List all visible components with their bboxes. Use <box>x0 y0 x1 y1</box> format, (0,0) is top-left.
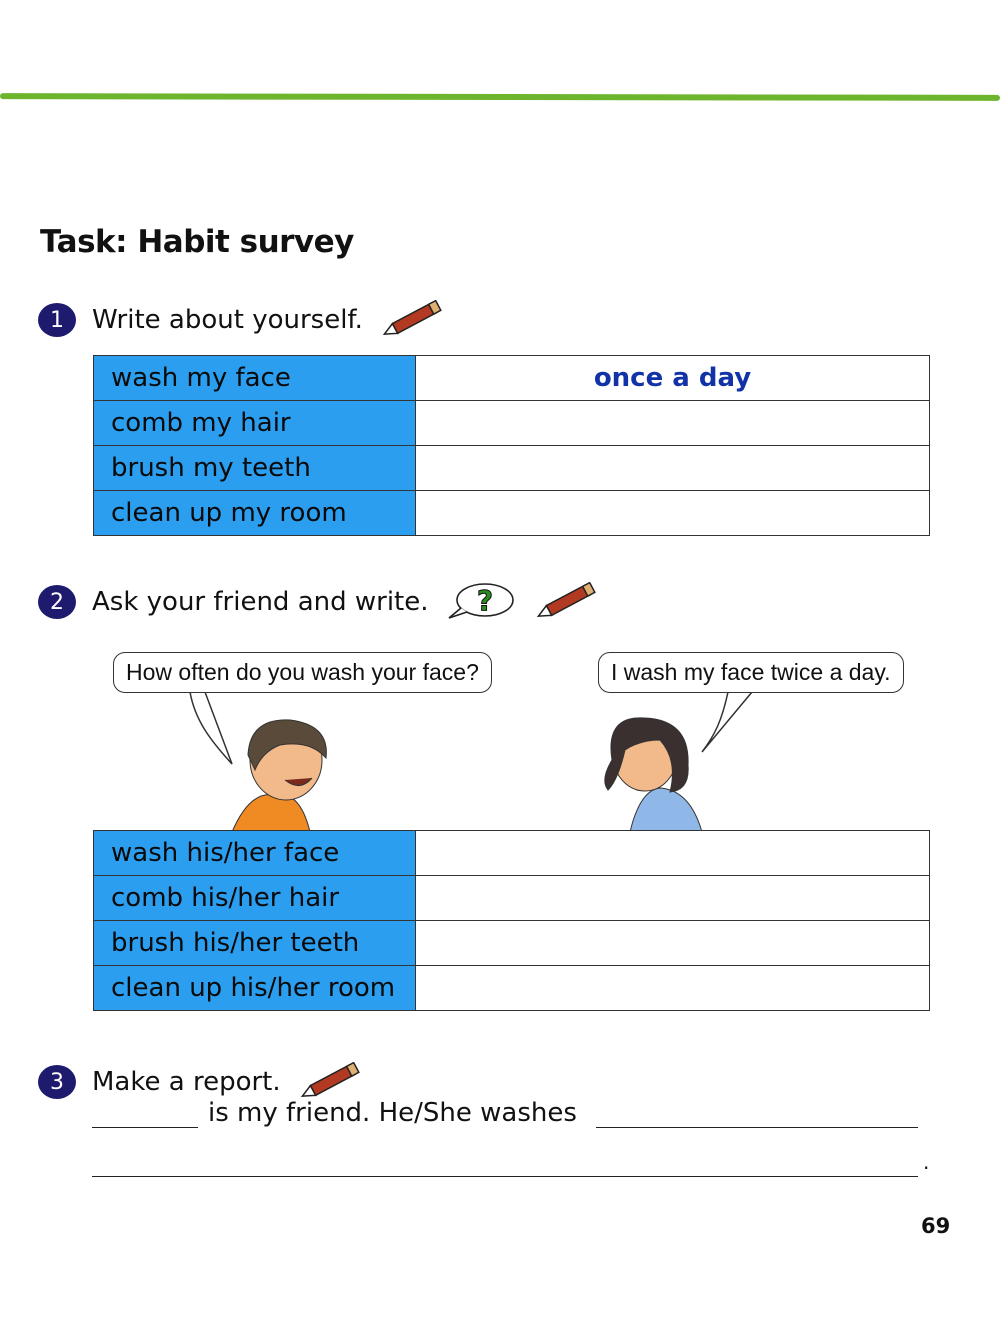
question-bubble-icon: ? <box>448 583 514 619</box>
answer-cell[interactable] <box>415 920 930 966</box>
pencil-icon <box>536 582 596 617</box>
boy-bubble-tail <box>189 691 233 765</box>
step-number-badge: 3 <box>38 1065 76 1099</box>
boy-figure <box>231 719 327 833</box>
activity-cell: brush his/her teeth <box>93 920 416 966</box>
report-continuation-blank[interactable] <box>92 1176 918 1177</box>
activity-cell: brush my teeth <box>93 445 416 491</box>
page-number: 69 <box>921 1214 951 1238</box>
answer-cell[interactable] <box>415 490 930 536</box>
table-row: wash his/her face <box>93 830 930 876</box>
activity-cell: comb my hair <box>93 400 416 446</box>
table-row: comb my hair <box>93 400 930 446</box>
step-instruction: Write about yourself. <box>92 305 363 335</box>
girl-figure <box>604 717 703 833</box>
table-row: brush my teeth <box>93 445 930 491</box>
girl-bubble-tail <box>701 691 753 753</box>
dialog-illustration <box>189 691 753 833</box>
activity-cell: wash his/her face <box>93 830 416 876</box>
activity-cell: clean up my room <box>93 490 416 536</box>
header-divider <box>0 93 1000 101</box>
answer-cell[interactable] <box>415 830 930 876</box>
table-row: comb his/her hair <box>93 875 930 921</box>
activity-cell: comb his/her hair <box>93 875 416 921</box>
answer-cell[interactable] <box>415 965 930 1011</box>
table-row: brush his/her teeth <box>93 920 930 966</box>
step-3: 3 Make a report. <box>38 1062 363 1102</box>
report-sentence: is my friend. He/She washes <box>208 1098 577 1128</box>
svg-text:?: ? <box>476 584 492 617</box>
answer-cell[interactable] <box>415 400 930 446</box>
step-2: 2 Ask your friend and write. ? <box>38 582 599 622</box>
friend-name-blank[interactable] <box>92 1127 198 1128</box>
answer-cell[interactable] <box>415 445 930 491</box>
report-period: . <box>923 1150 930 1174</box>
page-title: Task: Habit survey <box>40 224 354 260</box>
friend-habit-table: wash his/her face comb his/her hair brus… <box>93 830 930 1011</box>
activity-cell: clean up his/her room <box>93 965 416 1011</box>
boy-speech-bubble: How often do you wash your face? <box>113 652 492 693</box>
answer-cell[interactable]: once a day <box>415 355 930 401</box>
step-instruction: Ask your friend and write. <box>92 587 429 617</box>
activity-cell: wash my face <box>93 355 416 401</box>
step-number-badge: 2 <box>38 585 76 619</box>
pencil-icon <box>382 300 442 335</box>
table-row: clean up his/her room <box>93 965 930 1011</box>
girl-speech-bubble: I wash my face twice a day. <box>598 652 904 693</box>
step-1: 1 Write about yourself. <box>38 300 445 340</box>
pencil-icon <box>300 1062 360 1097</box>
table-row: wash my face once a day <box>93 355 930 401</box>
step-number-badge: 1 <box>38 303 76 337</box>
step-instruction: Make a report. <box>92 1067 281 1097</box>
washes-blank[interactable] <box>596 1127 918 1128</box>
self-habit-table: wash my face once a day comb my hair brus… <box>93 355 930 536</box>
table-row: clean up my room <box>93 490 930 536</box>
answer-cell[interactable] <box>415 875 930 921</box>
